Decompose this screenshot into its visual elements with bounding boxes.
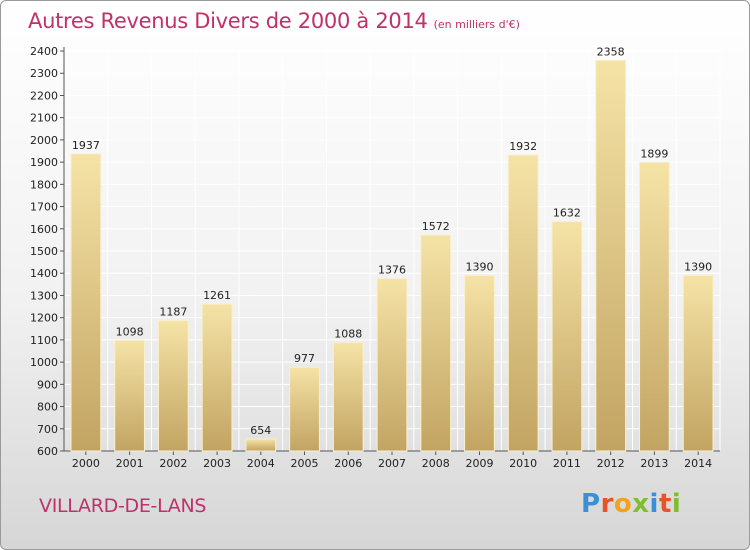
y-tick-label: 1400	[30, 267, 58, 280]
logo-letter: r	[600, 489, 614, 519]
x-tick-label: 2010	[509, 457, 537, 470]
x-tick-label: 2012	[597, 457, 625, 470]
bar	[420, 234, 452, 452]
y-tick-label: 2100	[30, 112, 58, 125]
value-label: 1376	[378, 264, 406, 277]
x-tick-label: 2004	[247, 457, 275, 470]
bar	[157, 320, 189, 452]
y-tick-label: 1500	[30, 245, 58, 258]
chart-title: Autres Revenus Divers de 2000 à 2014 (en …	[28, 9, 520, 33]
x-tick-label: 2009	[465, 457, 493, 470]
y-tick-label: 600	[37, 445, 58, 458]
bar	[70, 153, 102, 452]
bar	[464, 274, 495, 452]
value-label: 1632	[553, 207, 581, 220]
y-tick-label: 2200	[30, 89, 58, 102]
bar	[639, 161, 670, 452]
value-label: 1572	[422, 220, 450, 233]
bar	[551, 221, 583, 452]
value-label: 1098	[116, 325, 144, 338]
y-tick-label: 700	[37, 423, 58, 436]
place-name: VILLARD-DE-LANS	[39, 495, 207, 517]
bar	[595, 59, 627, 452]
bar	[289, 366, 320, 452]
value-label: 1187	[159, 306, 187, 319]
value-label: 654	[250, 424, 271, 437]
value-label: 977	[294, 352, 315, 365]
x-tick-label: 2002	[159, 457, 187, 470]
bar	[376, 278, 408, 452]
proxiti-logo: Proxiti	[581, 489, 681, 519]
x-tick-label: 2011	[553, 457, 581, 470]
y-tick-label: 1000	[30, 356, 58, 369]
y-tick-label: 1100	[30, 334, 58, 347]
bar	[114, 339, 145, 452]
value-label: 1088	[334, 328, 362, 341]
x-tick-label: 2000	[72, 457, 100, 470]
x-tick-label: 2005	[291, 457, 319, 470]
logo-letter: o	[613, 489, 633, 519]
bar	[507, 154, 539, 452]
y-tick-label: 1700	[30, 201, 58, 214]
bar	[682, 274, 714, 452]
bars	[70, 59, 714, 452]
value-label: 1937	[72, 139, 100, 152]
bar	[201, 303, 233, 452]
value-label: 1390	[684, 260, 712, 273]
x-tick-label: 2006	[334, 457, 362, 470]
logo-letter: i	[649, 489, 659, 519]
y-tick-label: 800	[37, 401, 58, 414]
y-tick-label: 2400	[30, 45, 58, 58]
y-tick-label: 1600	[30, 223, 58, 236]
y-tick-label: 1200	[30, 312, 58, 325]
chart-title-main: Autres Revenus Divers de 2000 à 2014	[28, 9, 428, 33]
x-tick-label: 2001	[116, 457, 144, 470]
value-label: 1261	[203, 289, 231, 302]
x-tick-label: 2007	[378, 457, 406, 470]
x-tick-label: 2008	[422, 457, 450, 470]
logo-letter: P	[581, 489, 601, 519]
value-label: 1932	[509, 140, 537, 153]
value-label: 1899	[640, 147, 668, 160]
y-tick-label: 1300	[30, 289, 58, 302]
y-tick-label: 1900	[30, 156, 58, 169]
logo-letter: t	[658, 489, 672, 519]
x-tick-label: 2014	[684, 457, 712, 470]
y-tick-label: 2000	[30, 134, 58, 147]
y-tick-label: 1800	[30, 178, 58, 191]
y-tick-label: 900	[37, 378, 58, 391]
chart-subtitle: (en milliers d'€)	[433, 18, 520, 31]
y-tick-label: 2300	[30, 67, 58, 80]
value-label: 1390	[465, 260, 493, 273]
x-tick-label: 2003	[203, 457, 231, 470]
bar	[332, 342, 364, 452]
logo-letter: i	[671, 489, 682, 519]
logo-letter: x	[632, 489, 650, 519]
x-tick-label: 2013	[640, 457, 668, 470]
bar	[245, 438, 277, 452]
labels: 1937 2000 1098 2001 1187 2002 1261 2003 654 2004 9…	[72, 45, 712, 470]
value-label: 2358	[597, 45, 625, 58]
